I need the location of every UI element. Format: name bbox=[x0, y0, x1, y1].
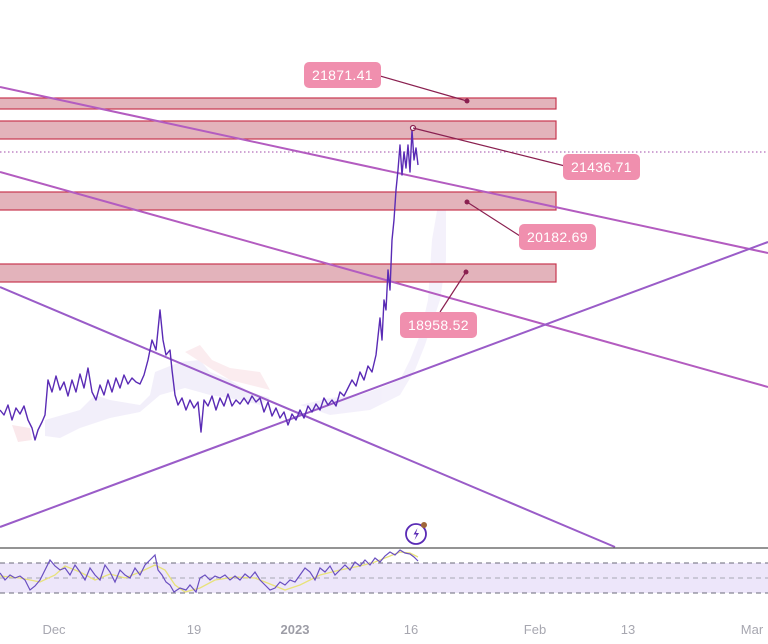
lightning-alert-icon[interactable] bbox=[404, 520, 430, 546]
horizontal-zones[interactable] bbox=[0, 97, 557, 283]
rsi-panel[interactable] bbox=[0, 547, 768, 594]
x-tick-mar: Mar bbox=[740, 622, 764, 637]
label-anchor-dots bbox=[463, 98, 470, 275]
trendline-upper[interactable] bbox=[0, 86, 768, 254]
x-tick-19: 19 bbox=[186, 622, 202, 637]
x-tick-2023: 2023 bbox=[280, 622, 310, 637]
trendline-rising[interactable] bbox=[0, 241, 768, 528]
price-label-21871[interactable]: 21871.41 bbox=[304, 62, 381, 88]
price-label-18958[interactable]: 18958.52 bbox=[400, 312, 477, 338]
price-label-20182[interactable]: 20182.69 bbox=[519, 224, 596, 250]
trendlines[interactable] bbox=[0, 86, 768, 548]
price-series bbox=[0, 129, 419, 441]
label-leaders bbox=[379, 75, 566, 313]
zone-20182[interactable] bbox=[0, 191, 557, 211]
x-tick-16: 16 bbox=[403, 622, 419, 637]
trendline-lower[interactable] bbox=[0, 286, 616, 548]
x-tick-13: 13 bbox=[620, 622, 636, 637]
x-tick-feb: Feb bbox=[523, 622, 547, 637]
trendline-middle[interactable] bbox=[0, 171, 768, 388]
price-label-21436[interactable]: 21436.71 bbox=[563, 154, 640, 180]
zone-21436[interactable] bbox=[0, 120, 557, 140]
zone-18958[interactable] bbox=[0, 263, 557, 283]
zone-21871[interactable] bbox=[0, 97, 557, 110]
rsi-ma-line bbox=[0, 551, 419, 593]
rsi-line bbox=[0, 549, 419, 594]
high-point-marker bbox=[409, 124, 417, 132]
x-tick-dec: Dec bbox=[42, 622, 66, 637]
ichimoku-cloud bbox=[12, 198, 446, 442]
